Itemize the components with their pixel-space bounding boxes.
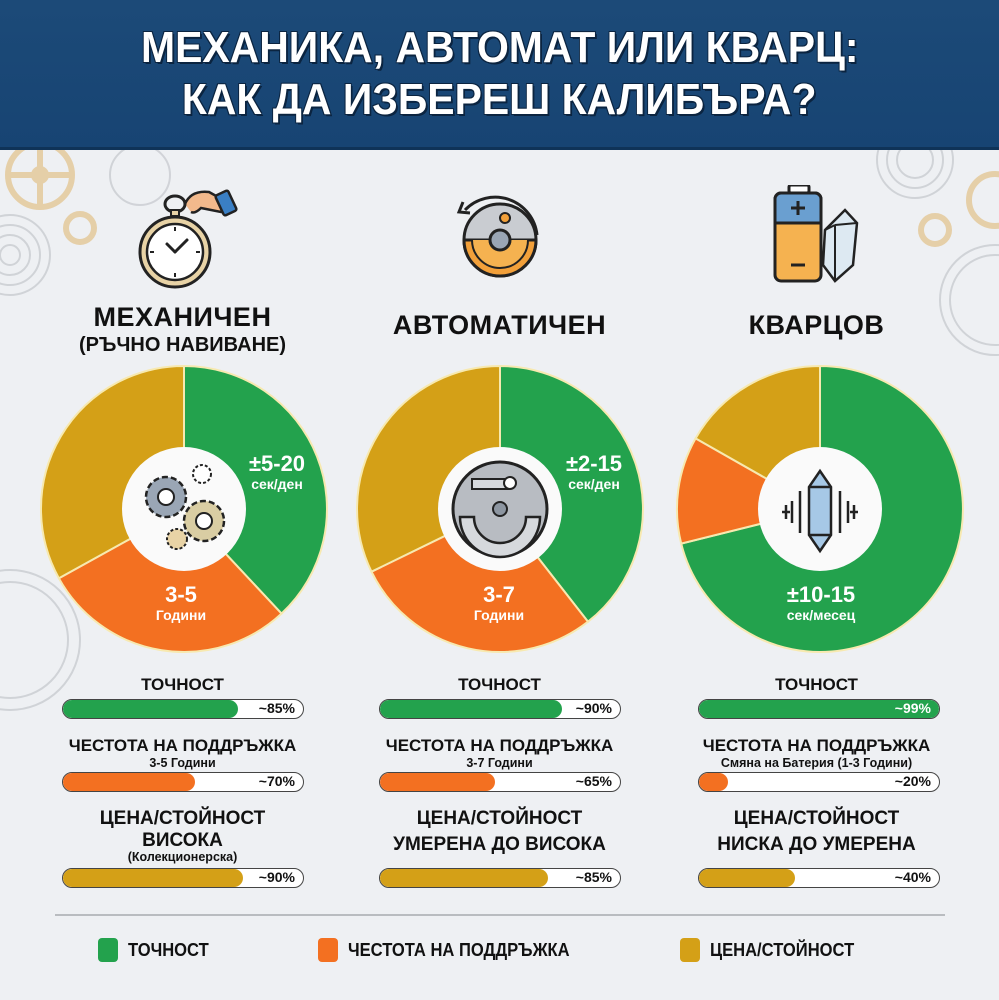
maintenance-donut-label: 3-7 Години [473, 582, 525, 623]
accuracy-title: ТОЧНОСТ [458, 675, 541, 694]
chart-legend: ТОЧНОСТ ЧЕСТОТА НА ПОДДРЪЖКА ЦЕНА/СТОЙНО… [0, 938, 999, 968]
donut-chart-mechanical [40, 364, 328, 653]
price-level: ВИСОКА [142, 830, 223, 851]
column-subtitle: (РЪЧНО НАВИВАНЕ) [78, 334, 287, 356]
donut-chart-automatic [356, 364, 644, 653]
price-detail: (Колекционерска) [127, 850, 238, 864]
pocket-watch-hand-icon [138, 189, 238, 289]
legend-swatch-green [98, 938, 118, 962]
legend-item-price: ЦЕНА/СТОЙНОСТ [680, 938, 867, 962]
column-title: КВАРЦОВ [748, 310, 885, 340]
maintenance-title: ЧЕСТОТА НА ПОДДРЪЖКА [68, 736, 297, 755]
accuracy-title: ТОЧНОСТ [141, 675, 224, 694]
maintenance-bar: ~20% [698, 772, 940, 792]
gears-icon [144, 464, 226, 550]
header-banner: МЕХАНИКА, АВТОМАТ ИЛИ КВАРЦ: КАК ДА ИЗБЕ… [0, 0, 999, 150]
column-title: МЕХАНИЧЕН [93, 302, 272, 332]
battery-crystal-icon [773, 185, 858, 283]
price-level: УМЕРЕНА ДО ВИСОКА [393, 834, 606, 855]
price-bar: ~90% [62, 868, 304, 888]
maintenance-bar: ~70% [62, 772, 304, 792]
accuracy-bar: ~85% [62, 699, 304, 719]
column-automatic: АВТОМАТИЧЕН ±2-15 сек/ден 3-7 Години ТОЧ… [333, 150, 666, 910]
legend-item-accuracy: ТОЧНОСТ [98, 938, 216, 962]
maintenance-detail: Смяна на Батерия (1-3 Години) [720, 756, 913, 770]
maintenance-detail: 3-7 Години [466, 756, 533, 770]
price-bar: ~40% [698, 868, 940, 888]
legend-item-maintenance: ЧЕСТОТА НА ПОДДРЪЖКА [318, 938, 589, 962]
accuracy-donut-label: ±10-15 сек/месец [786, 582, 856, 623]
maintenance-title: ЧЕСТОТА НА ПОДДРЪЖКА [702, 736, 931, 755]
accuracy-bar: ~90% [379, 699, 621, 719]
price-title: ЦЕНА/СТОЙНОСТ [733, 808, 900, 829]
donut-chart-quartz [676, 364, 964, 653]
accuracy-donut-label: ±5-20 сек/ден [248, 451, 306, 492]
accuracy-bar: ~99% [698, 699, 940, 719]
automatic-movement-icon [451, 460, 549, 559]
price-level: НИСКА ДО УМЕРЕНА [717, 834, 916, 855]
rotor-movement-icon [456, 195, 538, 278]
vibrating-crystal-icon [782, 468, 858, 554]
legend-swatch-yellow [680, 938, 700, 962]
maintenance-bar: ~65% [379, 772, 621, 792]
column-mechanical: МЕХАНИЧЕН (РЪЧНО НАВИВАНЕ) ±5-20 сек/ден… [16, 150, 349, 910]
price-title: ЦЕНА/СТОЙНОСТ [416, 808, 583, 829]
price-title: ЦЕНА/СТОЙНОСТ [99, 808, 266, 829]
maintenance-title: ЧЕСТОТА НА ПОДДРЪЖКА [385, 736, 614, 755]
page-title-line-1: МЕХАНИКА, АВТОМАТ ИЛИ КВАРЦ: [140, 22, 859, 72]
accuracy-title: ТОЧНОСТ [775, 675, 858, 694]
accuracy-donut-label: ±2-15 сек/ден [565, 451, 623, 492]
page-title-line-2: КАК ДА ИЗБЕРЕШ КАЛИБЪРА? [182, 74, 817, 124]
column-quartz: КВАРЦОВ ±10-15 сек/месец ТОЧНОСТ ~99% ЧЕ… [650, 150, 983, 910]
legend-swatch-orange [318, 938, 338, 962]
divider [55, 914, 945, 916]
column-title: АВТОМАТИЧЕН [392, 310, 607, 340]
price-bar: ~85% [379, 868, 621, 888]
maintenance-detail: 3-5 Години [149, 756, 216, 770]
maintenance-donut-label: 3-5 Години [155, 582, 207, 623]
